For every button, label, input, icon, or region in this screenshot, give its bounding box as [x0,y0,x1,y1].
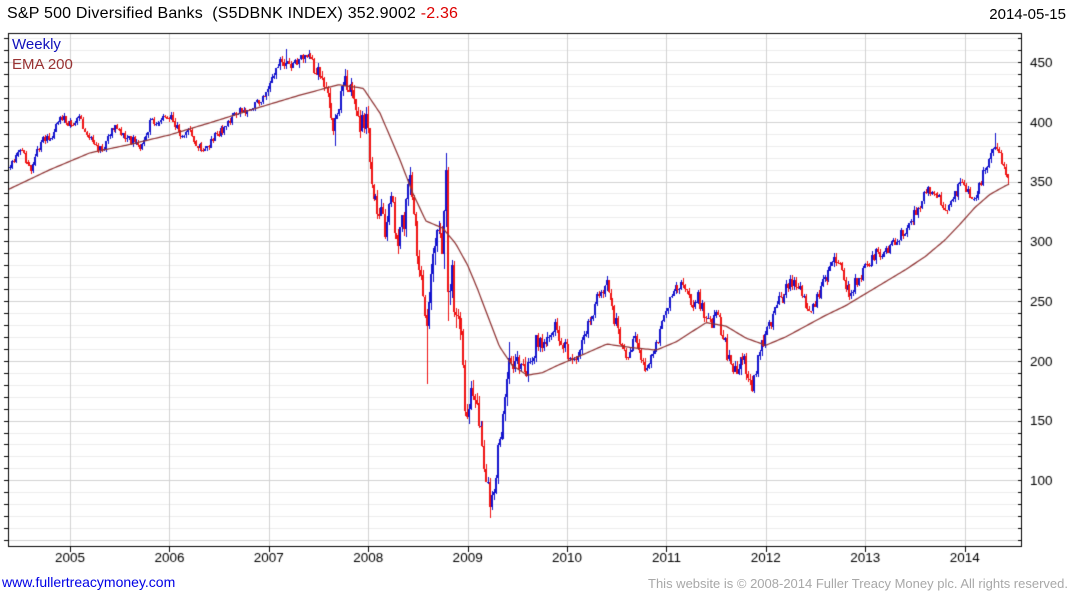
page-title: S&P 500 Diversified Banks (S5DBNK INDEX) [7,5,344,22]
chart-legend: Weekly EMA 200 [12,35,73,75]
price-change: -2.36 [420,5,459,22]
chart-header: S&P 500 Diversified Banks (S5DBNK INDEX)… [7,5,458,23]
page-footer: www.fullertreacymoney.com This website i… [0,572,1075,596]
copyright-text: This website is © 2008-2014 Fuller Treac… [648,576,1068,591]
chart-date: 2014-05-15 [989,6,1066,23]
site-link[interactable]: www.fullertreacymoney.com [2,574,176,590]
legend-ema-label: EMA 200 [12,56,73,73]
last-price: 352.9002 [347,5,417,22]
legend-weekly-label: Weekly [12,36,61,53]
